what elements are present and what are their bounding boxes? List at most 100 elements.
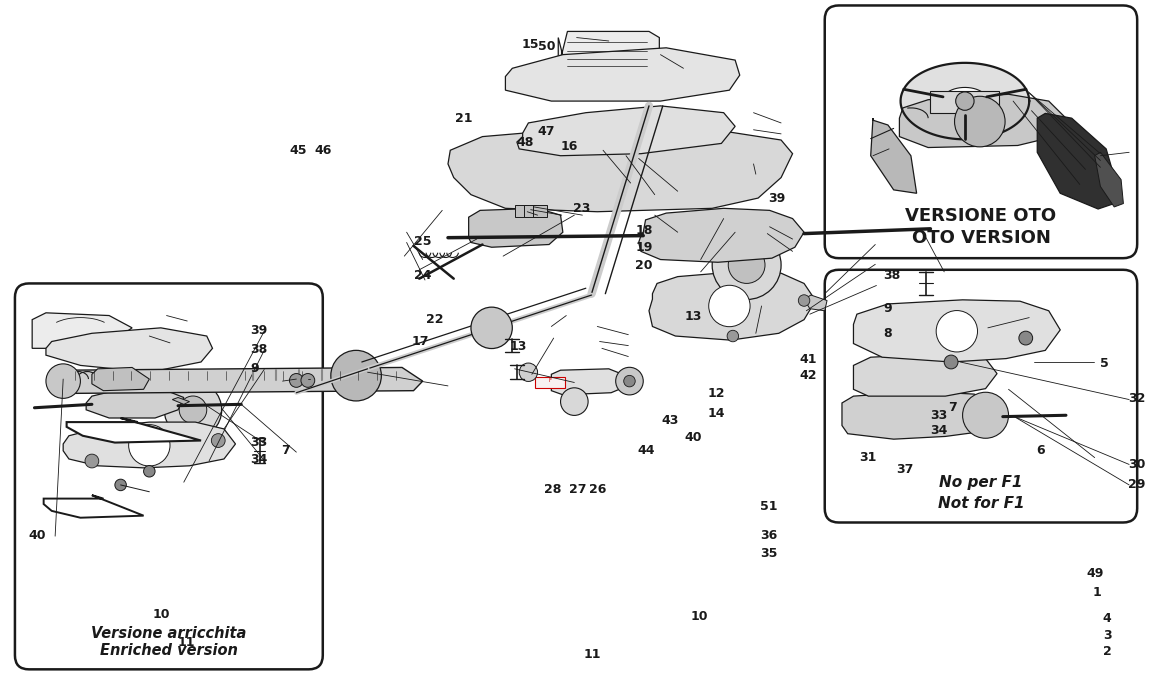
Polygon shape [86, 391, 184, 418]
Text: 26: 26 [589, 482, 607, 496]
Text: 34: 34 [930, 423, 948, 437]
Polygon shape [551, 369, 622, 395]
Polygon shape [44, 495, 144, 518]
Text: 19: 19 [635, 240, 652, 254]
Circle shape [519, 363, 537, 381]
Circle shape [85, 454, 99, 468]
Text: 4: 4 [1103, 612, 1111, 626]
Circle shape [798, 295, 810, 306]
Text: 33: 33 [251, 436, 268, 449]
Text: VERSIONE OTO: VERSIONE OTO [905, 207, 1057, 225]
FancyBboxPatch shape [15, 283, 323, 669]
Text: 17: 17 [412, 335, 429, 348]
Polygon shape [514, 205, 528, 217]
Text: 39: 39 [768, 192, 785, 206]
Text: 45: 45 [290, 143, 307, 157]
Circle shape [936, 311, 978, 352]
Text: 50: 50 [537, 40, 555, 53]
Text: 51: 51 [760, 500, 777, 514]
Circle shape [212, 434, 225, 447]
FancyBboxPatch shape [825, 270, 1137, 522]
Polygon shape [516, 106, 735, 156]
Polygon shape [448, 130, 792, 212]
Text: 44: 44 [637, 444, 655, 458]
Polygon shape [899, 94, 1066, 148]
Circle shape [144, 466, 155, 477]
Circle shape [472, 307, 512, 348]
Circle shape [560, 388, 588, 415]
Text: 25: 25 [414, 235, 431, 249]
Text: 20: 20 [635, 258, 653, 272]
Circle shape [331, 350, 382, 401]
Circle shape [944, 355, 958, 369]
Text: 36: 36 [760, 529, 777, 542]
Text: 28: 28 [544, 482, 562, 496]
Circle shape [712, 230, 781, 300]
Text: 47: 47 [537, 125, 555, 139]
Text: 32: 32 [1128, 392, 1145, 406]
Text: Not for F1: Not for F1 [937, 496, 1025, 511]
Text: Enriched version: Enriched version [100, 643, 238, 658]
Polygon shape [63, 422, 236, 468]
Text: 21: 21 [455, 112, 473, 126]
Text: 35: 35 [760, 546, 777, 560]
Polygon shape [505, 48, 739, 101]
Polygon shape [92, 367, 150, 391]
Text: 22: 22 [427, 313, 444, 326]
Polygon shape [532, 205, 546, 217]
Text: 29: 29 [1128, 478, 1145, 492]
Text: 7: 7 [948, 400, 957, 414]
Text: 13: 13 [509, 340, 528, 354]
Text: 15: 15 [521, 38, 539, 51]
Text: 42: 42 [799, 369, 816, 382]
Text: 37: 37 [896, 463, 913, 477]
Text: 9: 9 [251, 362, 259, 376]
Circle shape [954, 96, 1005, 147]
Polygon shape [523, 205, 537, 217]
Text: 34: 34 [251, 453, 268, 466]
Text: 40: 40 [29, 529, 46, 542]
Polygon shape [172, 398, 190, 404]
Circle shape [623, 376, 635, 387]
Polygon shape [32, 313, 132, 348]
Polygon shape [842, 391, 1003, 439]
Text: 1: 1 [1092, 586, 1102, 600]
Circle shape [728, 247, 765, 283]
Text: 9: 9 [883, 301, 892, 315]
Polygon shape [535, 377, 565, 388]
Text: Versione arricchita: Versione arricchita [91, 626, 246, 641]
Polygon shape [900, 63, 1029, 139]
Text: 33: 33 [930, 408, 948, 422]
Circle shape [708, 285, 750, 326]
Text: OTO VERSION: OTO VERSION [912, 229, 1050, 247]
Polygon shape [930, 91, 999, 113]
Circle shape [129, 425, 170, 466]
Text: 8: 8 [883, 326, 892, 340]
Circle shape [301, 374, 315, 387]
Text: 16: 16 [560, 139, 578, 153]
Polygon shape [853, 300, 1060, 362]
Polygon shape [67, 418, 201, 443]
Text: 39: 39 [251, 324, 268, 337]
Text: 38: 38 [883, 269, 900, 283]
Text: 46: 46 [315, 143, 332, 157]
Circle shape [46, 364, 80, 398]
Text: 13: 13 [684, 310, 702, 324]
Text: 23: 23 [573, 201, 591, 215]
Polygon shape [469, 208, 562, 247]
Text: 30: 30 [1128, 458, 1145, 471]
Text: 10: 10 [690, 609, 708, 623]
Text: 18: 18 [635, 224, 652, 238]
Text: 3: 3 [1103, 628, 1111, 642]
Text: 40: 40 [684, 430, 703, 444]
Text: 7: 7 [282, 444, 290, 458]
Text: No per F1: No per F1 [940, 475, 1022, 490]
Text: 6: 6 [1036, 443, 1044, 457]
Polygon shape [804, 295, 827, 311]
Circle shape [290, 374, 304, 387]
Circle shape [179, 396, 207, 423]
Text: 38: 38 [251, 343, 268, 357]
FancyBboxPatch shape [825, 5, 1137, 258]
Text: F: F [549, 378, 552, 383]
Text: 11: 11 [178, 635, 196, 649]
